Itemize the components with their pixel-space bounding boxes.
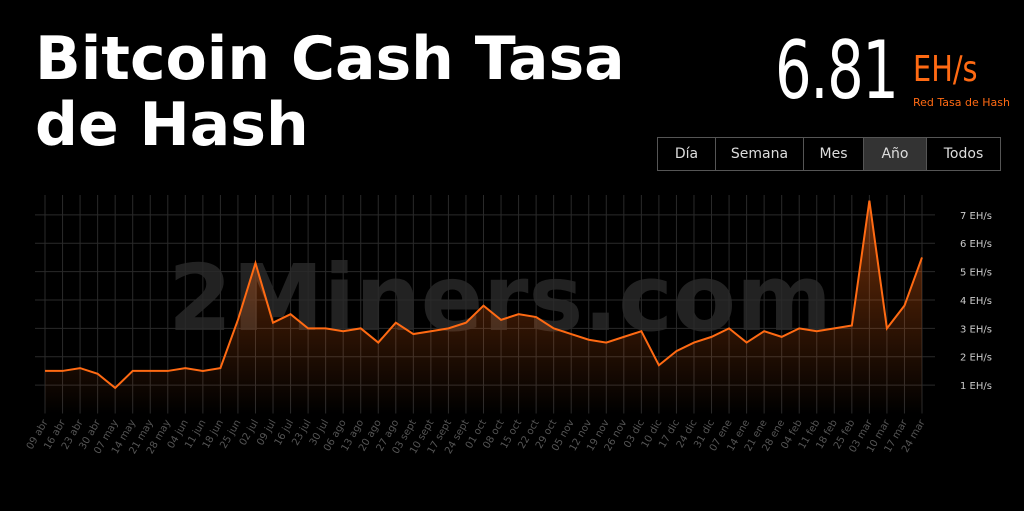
hashrate-caption: Red Tasa de Hash [913, 96, 1010, 109]
hashrate-value: 6.81 [775, 24, 899, 117]
range-button[interactable]: Año [864, 138, 927, 170]
hashrate-unit: EH/s [913, 49, 978, 90]
y-tick-label: 4 EH/s [960, 296, 992, 307]
title: Bitcoin Cash Tasa de Hash [35, 24, 625, 160]
area [45, 200, 922, 414]
range-buttons: Día Semana Mes Año Todos [657, 137, 1001, 171]
y-tick-label: 3 EH/s [960, 324, 992, 335]
range-button[interactable]: Mes [804, 138, 864, 170]
y-tick-label: 5 EH/s [960, 268, 992, 279]
range-button[interactable]: Todos [943, 146, 984, 162]
range-button[interactable]: Semana [716, 138, 804, 170]
y-tick-label: 7 EH/s [960, 211, 992, 222]
line [45, 200, 923, 390]
y-tick-label: 2 EH/s [960, 353, 992, 364]
y-tick-label: 1 EH/s [960, 381, 992, 392]
range-button[interactable]: Día [658, 138, 716, 170]
y-tick-label: 6 EH/s [960, 239, 992, 250]
